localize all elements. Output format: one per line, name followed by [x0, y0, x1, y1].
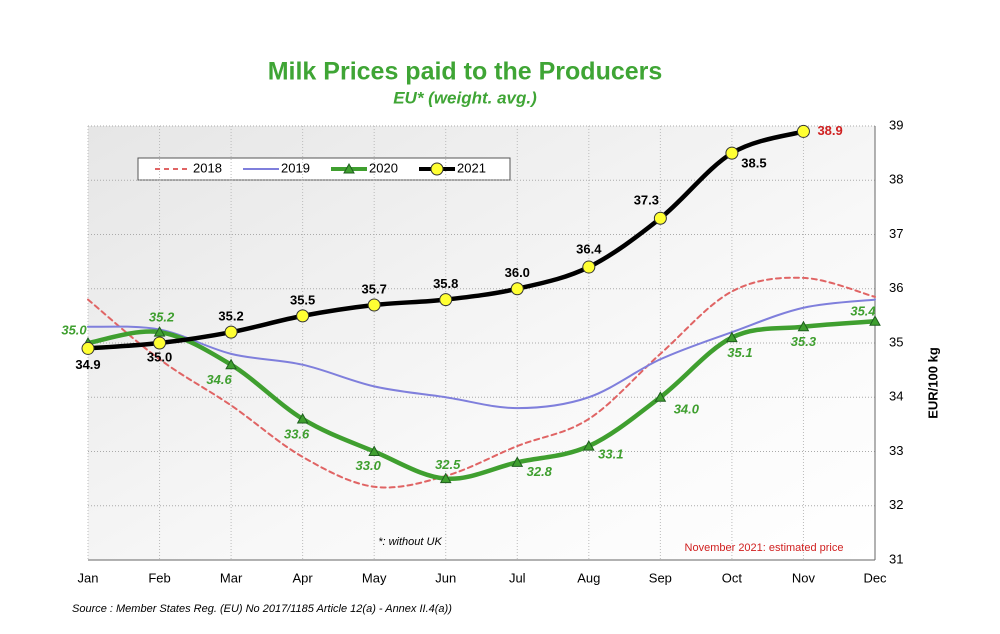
point-marker: [725, 146, 739, 160]
data-label: 33.0: [356, 458, 382, 473]
legend-label: 2020: [369, 160, 398, 175]
data-label: 32.8: [527, 464, 553, 479]
legend-label: 2019: [281, 160, 310, 175]
data-label: 34.6: [206, 372, 232, 387]
point-marker: [582, 440, 595, 451]
y-tick-label: 38: [889, 172, 903, 187]
point-marker: [224, 325, 238, 339]
legend-marker: [430, 162, 444, 176]
point-marker: [81, 341, 95, 355]
legend-label: 2018: [193, 160, 222, 175]
y-tick-label: 39: [889, 117, 903, 132]
data-label: 36.0: [505, 265, 530, 280]
x-tick-label: Nov: [792, 570, 816, 585]
data-label: 35.3: [791, 334, 817, 349]
point-marker: [296, 309, 310, 323]
y-tick-label: 33: [889, 443, 903, 458]
data-label: 35.2: [149, 310, 175, 325]
y-tick-label: 34: [889, 389, 903, 404]
legend-marker: [343, 162, 355, 174]
x-tick-label: Mar: [220, 570, 243, 585]
x-tick-label: Sep: [649, 570, 672, 585]
data-label: 36.4: [576, 241, 602, 256]
x-tick-label: Feb: [148, 570, 170, 585]
data-label: 35.0: [147, 349, 172, 364]
x-tick-label: May: [362, 570, 387, 585]
x-tick-label: Apr: [293, 570, 314, 585]
point-marker: [439, 472, 452, 484]
y-tick-label: 35: [889, 334, 903, 349]
point-marker: [511, 456, 524, 467]
point-marker: [367, 298, 381, 312]
point-marker: [439, 293, 453, 307]
point-marker: [869, 315, 881, 326]
series-line: [87, 298, 876, 410]
legend-label: 2021: [457, 160, 486, 175]
data-label: 33.6: [284, 426, 310, 441]
x-tick-label: Aug: [577, 570, 600, 585]
source-note: Source : Member States Reg. (EU) No 2017…: [72, 603, 452, 615]
point-marker: [582, 260, 596, 274]
annotation: *: without UK: [378, 536, 442, 548]
point-marker: [153, 326, 166, 337]
x-tick-label: Jul: [509, 570, 526, 585]
series-line: [87, 276, 876, 489]
x-tick-label: Oct: [722, 570, 743, 585]
point-marker: [653, 211, 667, 225]
y-tick-label: 32: [889, 497, 903, 512]
y-tick-label: 37: [889, 226, 903, 241]
y-tick-label: 31: [889, 551, 903, 566]
x-tick-label: Jan: [78, 570, 99, 585]
data-label: 34.0: [674, 402, 700, 417]
data-label: 38.5: [741, 156, 766, 171]
y-axis-label: EUR/100 kg: [925, 347, 940, 419]
chart-subtitle: EU* (weight. avg.): [393, 88, 537, 107]
point-marker: [368, 445, 381, 456]
point-marker: [796, 124, 810, 138]
y-tick-label: 36: [889, 280, 903, 295]
data-label: 35.4: [850, 304, 876, 319]
data-label: 33.1: [598, 447, 623, 462]
data-label: 35.7: [362, 281, 387, 296]
point-marker: [654, 391, 667, 402]
data-label: 35.0: [61, 322, 87, 337]
chart-title: Milk Prices paid to the Producers: [268, 58, 663, 86]
data-label: 35.2: [218, 309, 243, 324]
point-marker: [296, 412, 309, 424]
x-tick-label: Jun: [435, 570, 456, 585]
point-marker: [510, 282, 524, 296]
data-label: 32.5: [435, 457, 461, 472]
point-marker: [726, 331, 738, 343]
annotation: November 2021: estimated price: [685, 542, 844, 554]
data-label: 37.3: [634, 193, 659, 208]
data-label: 38.9: [817, 123, 842, 138]
data-label: 35.5: [290, 292, 315, 307]
x-tick-label: Dec: [863, 570, 887, 585]
point-marker: [225, 358, 237, 370]
data-label: 34.9: [75, 357, 100, 372]
point-marker: [797, 320, 810, 332]
data-label: 35.8: [433, 276, 458, 291]
data-label: 35.1: [727, 345, 752, 360]
point-marker: [153, 336, 167, 350]
